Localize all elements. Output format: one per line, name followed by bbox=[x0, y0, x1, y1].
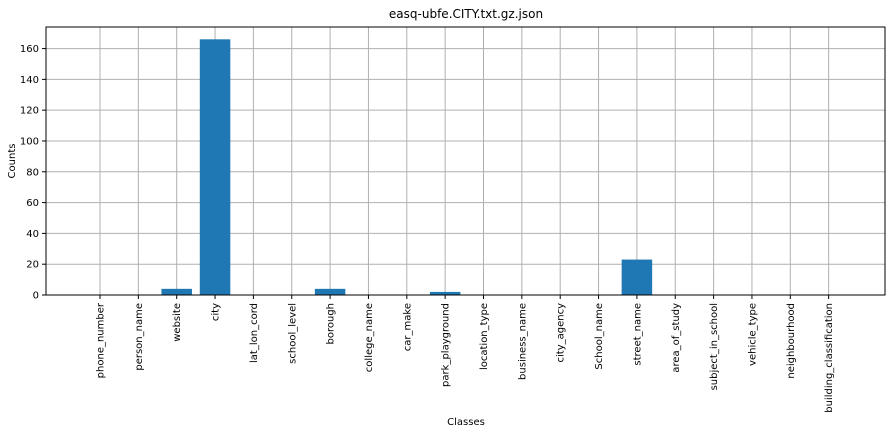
bar-city bbox=[199, 39, 231, 295]
y-tick-label: 120 bbox=[20, 106, 39, 117]
x-tick-label: street_name bbox=[632, 303, 643, 366]
x-tick-label: borough bbox=[326, 303, 337, 345]
bars bbox=[161, 39, 653, 295]
x-tick-label: area_of_study bbox=[671, 303, 682, 373]
bar-street_name bbox=[621, 259, 653, 295]
x-tick-label: college_name bbox=[364, 303, 375, 372]
x-tick-label: business_name bbox=[517, 303, 528, 380]
x-tick-label: car_make bbox=[402, 303, 413, 351]
y-tick-label: 0 bbox=[33, 291, 39, 302]
y-tick-label: 100 bbox=[20, 136, 39, 147]
x-tick-label: park_playground bbox=[441, 303, 452, 387]
grid bbox=[46, 27, 885, 296]
y-tick-label: 160 bbox=[20, 44, 39, 55]
x-tick-label: website bbox=[172, 303, 183, 342]
x-tick-label: city bbox=[211, 303, 222, 321]
bar-website bbox=[161, 288, 192, 295]
y-tick-label: 80 bbox=[26, 167, 39, 178]
x-axis: phone_number person_name website city lat_lo… bbox=[96, 295, 835, 413]
chart-title: easq-ubfe.CITY.txt.gz.json bbox=[389, 7, 543, 21]
x-tick-label: location_type bbox=[479, 303, 490, 370]
y-tick-label: 40 bbox=[26, 229, 39, 240]
y-axis: 0 20 40 60 80 100 120 140 160 bbox=[20, 44, 46, 302]
y-tick-label: 140 bbox=[20, 75, 39, 86]
x-tick-label: building_classification bbox=[824, 303, 835, 413]
x-tick-label: school_level bbox=[287, 303, 298, 364]
y-tick-label: 60 bbox=[26, 198, 39, 209]
bar-borough bbox=[314, 288, 346, 295]
x-tick-label: subject_in_school bbox=[709, 303, 720, 390]
x-tick-label: neighbourhood bbox=[786, 303, 797, 379]
y-tick-label: 20 bbox=[26, 260, 39, 271]
x-axis-label: Classes bbox=[447, 417, 485, 428]
x-tick-label: phone_number bbox=[96, 302, 107, 378]
x-tick-label: vehicle_type bbox=[747, 303, 758, 366]
plot-frame bbox=[45, 26, 886, 296]
x-tick-label: person_name bbox=[134, 303, 145, 371]
x-tick-label: School_name bbox=[594, 303, 605, 370]
bar-park_playground bbox=[429, 291, 461, 295]
x-tick-label: city_agency bbox=[556, 303, 567, 363]
x-tick-label: lat_lon_cord bbox=[249, 303, 260, 363]
y-axis-label: Counts bbox=[7, 144, 18, 179]
